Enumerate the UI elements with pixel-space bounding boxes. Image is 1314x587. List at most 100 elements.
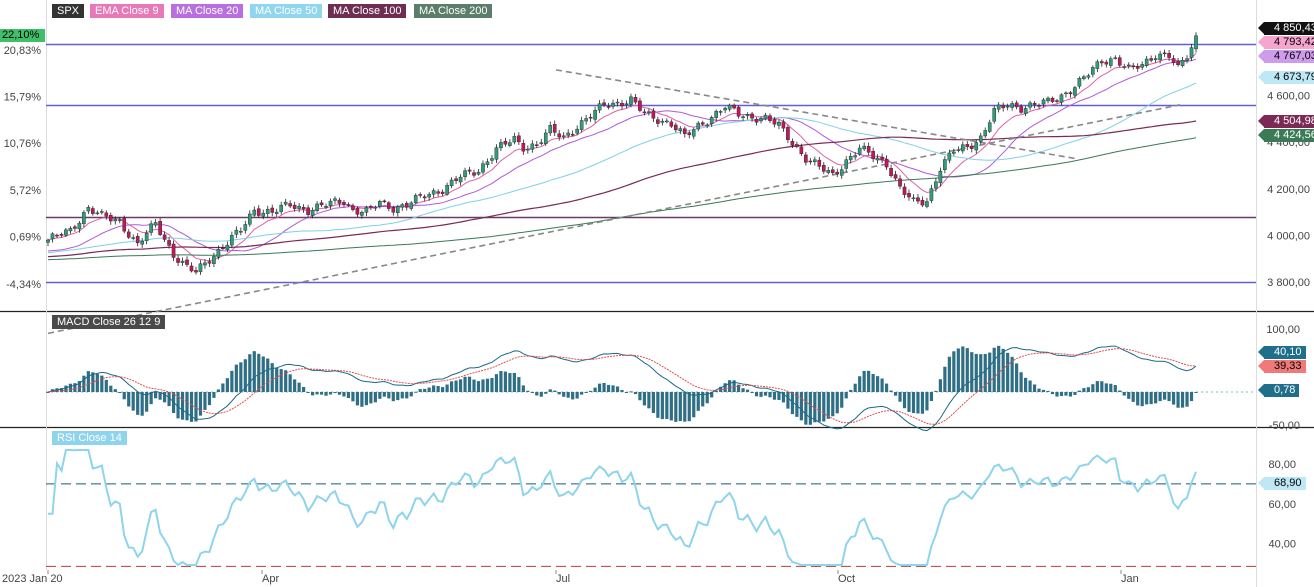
candle-body bbox=[665, 120, 669, 123]
candle-body bbox=[351, 205, 355, 210]
macd-histogram-bar bbox=[925, 392, 929, 411]
macd-histogram-bar bbox=[1122, 392, 1126, 396]
candle-body bbox=[346, 204, 351, 206]
candle-body bbox=[1019, 106, 1023, 113]
candle-body bbox=[687, 132, 692, 136]
macd-histogram-bar bbox=[194, 392, 198, 422]
legend-tag-ema9[interactable]: EMA Close 9 bbox=[90, 4, 164, 18]
macd-histogram-bar bbox=[880, 378, 884, 392]
macd-histogram-bar bbox=[400, 392, 404, 399]
candle-body bbox=[270, 207, 275, 213]
macd-histogram-bar bbox=[786, 392, 790, 409]
macd-histogram-bar bbox=[463, 376, 467, 392]
macd-histogram-bar bbox=[804, 392, 808, 425]
candle-body bbox=[633, 97, 638, 103]
macd-histogram-bar bbox=[432, 385, 436, 392]
legend-tag-ma200[interactable]: MA Close 200 bbox=[414, 4, 493, 18]
macd-histogram-bar bbox=[1095, 381, 1099, 392]
legend-tag-ma20[interactable]: MA Close 20 bbox=[171, 4, 244, 18]
macd-histogram-bar bbox=[983, 353, 987, 392]
percent-axis-tick: 20,83% bbox=[4, 45, 42, 57]
legend-tag-ma50[interactable]: MA Close 50 bbox=[250, 4, 323, 18]
x-axis-tick: Oct bbox=[838, 573, 855, 585]
macd-histogram-bar bbox=[929, 392, 934, 402]
macd-histogram-bar bbox=[1023, 377, 1028, 392]
candle-body bbox=[194, 270, 198, 273]
macd-histogram-bar bbox=[458, 379, 463, 392]
candle-body bbox=[669, 121, 674, 127]
macd-histogram-bar bbox=[252, 351, 256, 392]
legend-tag-ma100[interactable]: MA Close 100 bbox=[328, 4, 407, 18]
candle-body bbox=[387, 202, 391, 209]
macd-histogram-bar bbox=[1041, 389, 1046, 392]
candle-body bbox=[907, 193, 911, 198]
macd-histogram-bar bbox=[763, 392, 768, 396]
candle-body bbox=[382, 200, 387, 203]
macd-histogram-bar bbox=[212, 392, 216, 398]
candle-body bbox=[799, 146, 804, 155]
macd-histogram-bar bbox=[59, 388, 64, 392]
legend-tag-rsi[interactable]: RSI Close 14 bbox=[52, 431, 127, 445]
rsi-tag-value: 68,90 bbox=[1258, 477, 1306, 490]
candle-body bbox=[73, 226, 77, 229]
macd-histogram-bar bbox=[1082, 388, 1086, 392]
macd-histogram-bar bbox=[140, 392, 144, 416]
candle-body bbox=[723, 107, 727, 111]
macd-histogram-bar bbox=[602, 382, 606, 392]
macd-histogram-bar bbox=[225, 378, 229, 392]
macd-histogram-bar bbox=[580, 392, 584, 395]
candle-body bbox=[741, 116, 745, 118]
macd-histogram-bar bbox=[1091, 384, 1095, 392]
candle-body bbox=[171, 243, 176, 258]
macd-histogram-bar bbox=[562, 392, 566, 397]
candle-body bbox=[934, 181, 938, 189]
macd-histogram-bar bbox=[310, 392, 315, 396]
macd-signal-line bbox=[47, 348, 1196, 425]
macd-histogram-bar bbox=[405, 392, 409, 399]
macd-histogram-bar bbox=[176, 392, 180, 419]
candle-body bbox=[355, 208, 360, 215]
macd-histogram-bar bbox=[575, 392, 579, 399]
candle-body bbox=[1194, 35, 1198, 50]
candle-body bbox=[629, 96, 633, 105]
candle-body bbox=[763, 114, 768, 120]
macd-histogram-bar bbox=[266, 358, 270, 392]
candle-body bbox=[234, 229, 239, 235]
macd-histogram-bar bbox=[162, 392, 167, 403]
macd-histogram-bar bbox=[234, 364, 238, 392]
candle-body bbox=[436, 191, 440, 194]
candle-body bbox=[306, 207, 310, 215]
macd-histogram-bar bbox=[902, 392, 907, 409]
legend-tag-macd[interactable]: MACD Close 26 12 9 bbox=[52, 315, 166, 329]
macd-histogram-bar bbox=[297, 382, 301, 392]
macd-histogram-bar bbox=[64, 385, 68, 392]
trendline-falling bbox=[555, 69, 1076, 160]
macd-histogram-bar bbox=[284, 370, 288, 392]
macd-histogram-bar bbox=[499, 371, 503, 392]
candle-body bbox=[68, 227, 73, 232]
macd-histogram-bar bbox=[423, 388, 427, 392]
macd-histogram-bar bbox=[1189, 392, 1194, 402]
candle-body bbox=[230, 235, 234, 246]
price-tag-ma100: 4 504,98 bbox=[1258, 115, 1314, 128]
candle-body bbox=[364, 207, 369, 213]
candle-body bbox=[1014, 102, 1019, 108]
candle-body bbox=[911, 197, 916, 200]
candle-body bbox=[969, 145, 974, 149]
macd-histogram-bar bbox=[683, 392, 687, 422]
macd-histogram-bar bbox=[136, 392, 140, 415]
macd-histogram-bar bbox=[239, 362, 243, 392]
candle-body bbox=[310, 210, 315, 216]
candle-body bbox=[920, 199, 925, 206]
candle-body bbox=[884, 158, 889, 168]
macd-histogram-bar bbox=[1180, 392, 1185, 408]
candle-body bbox=[638, 100, 642, 111]
candle-body bbox=[1176, 61, 1180, 66]
legend-tag-spx[interactable]: SPX bbox=[52, 4, 85, 18]
candle-body bbox=[1091, 67, 1095, 75]
candle-body bbox=[517, 135, 521, 143]
macd-histogram-bar bbox=[687, 392, 691, 422]
x-axis-tick: Jul bbox=[556, 573, 570, 585]
candle-body bbox=[642, 111, 647, 114]
